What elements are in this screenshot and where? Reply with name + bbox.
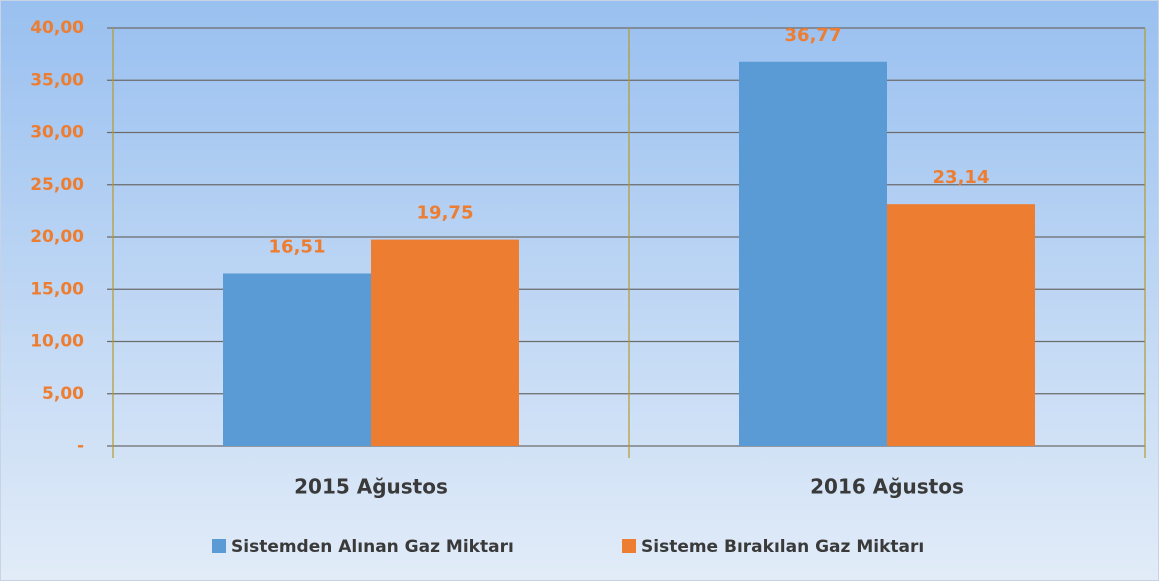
x-tick-label: 2016 Ağustos xyxy=(810,475,964,499)
value-label: 19,75 xyxy=(417,203,474,224)
y-tick-label: 30,00 xyxy=(30,123,84,143)
value-label: 23,14 xyxy=(933,167,990,188)
legend-swatch xyxy=(212,539,226,553)
value-label: 16,51 xyxy=(269,236,326,257)
y-tick-label: 25,00 xyxy=(30,175,84,195)
legend-label: Sistemden Alınan Gaz Miktarı xyxy=(231,537,514,557)
legend-swatch xyxy=(622,539,636,553)
y-tick-label: 10,00 xyxy=(30,332,84,352)
x-tick-label: 2015 Ağustos xyxy=(294,475,448,499)
bar xyxy=(371,239,519,446)
y-tick-label: 5,00 xyxy=(42,384,84,404)
bar xyxy=(887,204,1035,446)
y-tick-label: 15,00 xyxy=(30,279,84,299)
y-tick-label: - xyxy=(77,436,84,456)
bar xyxy=(739,61,887,446)
bar xyxy=(223,273,371,446)
y-tick-label: 20,00 xyxy=(30,227,84,247)
legend-label: Sisteme Bırakılan Gaz Miktarı xyxy=(641,537,924,557)
y-tick-label: 35,00 xyxy=(30,70,84,90)
y-tick-label: 40,00 xyxy=(30,18,84,38)
value-label: 36,77 xyxy=(785,25,842,46)
